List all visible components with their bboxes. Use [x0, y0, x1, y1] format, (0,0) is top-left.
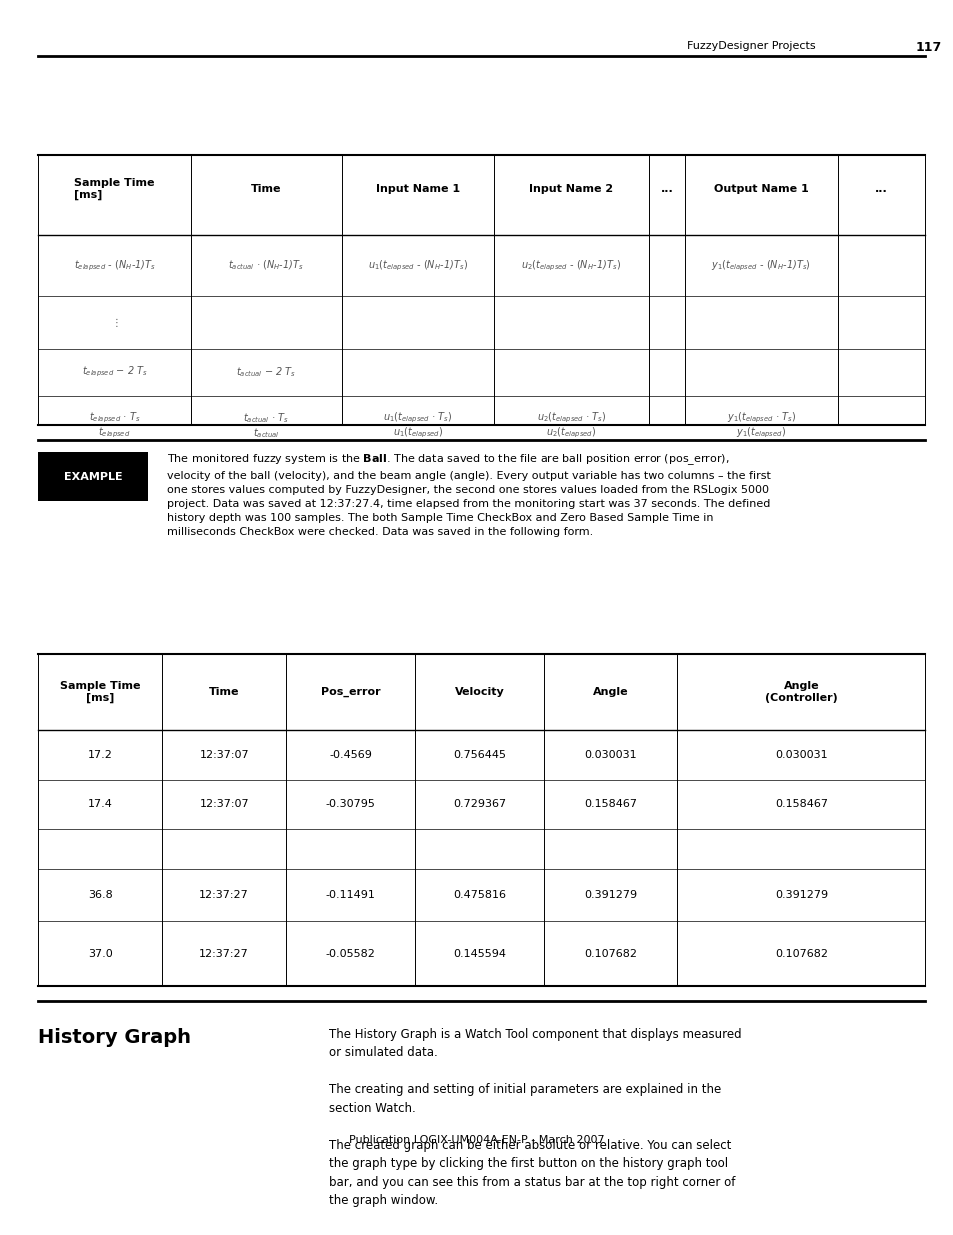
Text: Input Name 1: Input Name 1 — [375, 184, 459, 194]
Text: 12:37:07: 12:37:07 — [199, 799, 249, 809]
Text: Sample Time
[ms]: Sample Time [ms] — [74, 178, 154, 200]
Text: EXAMPLE: EXAMPLE — [64, 472, 122, 482]
Text: ...: ... — [874, 184, 887, 194]
Text: 0.145594: 0.145594 — [453, 948, 505, 958]
Text: $t_{elapsed}$ $-$ 2 $T_s$: $t_{elapsed}$ $-$ 2 $T_s$ — [82, 366, 147, 379]
Text: $u_1(t_{elapsed})$: $u_1(t_{elapsed})$ — [393, 426, 442, 440]
Text: 0.756445: 0.756445 — [453, 750, 505, 760]
Text: Velocity: Velocity — [454, 688, 504, 698]
Text: History Graph: History Graph — [38, 1028, 191, 1046]
Text: Publication LOGIX-UM004A-EN-P - March 2007: Publication LOGIX-UM004A-EN-P - March 20… — [349, 1135, 604, 1145]
Text: The History Graph is a Watch Tool component that displays measured
or simulated : The History Graph is a Watch Tool compon… — [329, 1028, 741, 1207]
Text: 12:37:27: 12:37:27 — [199, 890, 249, 900]
Text: $u_2(t_{elapsed}$ - $(N_H$-1)$T_s)$: $u_2(t_{elapsed}$ - $(N_H$-1)$T_s)$ — [521, 258, 620, 273]
Text: 0.030031: 0.030031 — [583, 750, 637, 760]
Text: $u_2(t_{elapsed})$: $u_2(t_{elapsed})$ — [546, 426, 596, 440]
Text: 36.8: 36.8 — [88, 890, 112, 900]
Text: Sample Time
[ms]: Sample Time [ms] — [60, 682, 140, 703]
Text: $\vdots$: $\vdots$ — [111, 316, 118, 329]
Text: $y_1(t_{elapsed})$: $y_1(t_{elapsed})$ — [736, 426, 785, 440]
Text: $t_{actual}$ · $T_s$: $t_{actual}$ · $T_s$ — [243, 411, 289, 425]
Text: Pos_error: Pos_error — [320, 687, 380, 698]
Text: ...: ... — [659, 184, 673, 194]
FancyBboxPatch shape — [38, 452, 148, 501]
Text: 12:37:07: 12:37:07 — [199, 750, 249, 760]
Text: $u_2(t_{elapsed}$ · $T_s)$: $u_2(t_{elapsed}$ · $T_s)$ — [537, 411, 605, 425]
Text: $t_{elapsed}$ - $(N_H$-1)$T_s$: $t_{elapsed}$ - $(N_H$-1)$T_s$ — [73, 258, 155, 273]
Text: $y_1(t_{elapsed}$ - $(N_H$-1)$T_s)$: $y_1(t_{elapsed}$ - $(N_H$-1)$T_s)$ — [711, 258, 810, 273]
Text: $u_1(t_{elapsed}$ - $(N_H$-1)$T_s)$: $u_1(t_{elapsed}$ - $(N_H$-1)$T_s)$ — [368, 258, 467, 273]
Text: 0.030031: 0.030031 — [774, 750, 827, 760]
Text: 117: 117 — [915, 41, 942, 54]
Text: 0.475816: 0.475816 — [453, 890, 505, 900]
Text: FuzzyDesigner Projects: FuzzyDesigner Projects — [686, 41, 815, 51]
Text: $y_1(t_{elapsed}$ · $T_s)$: $y_1(t_{elapsed}$ · $T_s)$ — [726, 411, 795, 425]
Text: $t_{actual}$: $t_{actual}$ — [253, 426, 279, 440]
Text: 37.0: 37.0 — [88, 948, 112, 958]
Text: Time: Time — [209, 688, 239, 698]
Text: 0.391279: 0.391279 — [774, 890, 827, 900]
Text: 0.158467: 0.158467 — [583, 799, 637, 809]
Text: 17.2: 17.2 — [88, 750, 112, 760]
Text: Input Name 2: Input Name 2 — [529, 184, 613, 194]
Text: -0.30795: -0.30795 — [325, 799, 375, 809]
Text: $t_{elapsed}$ · $T_s$: $t_{elapsed}$ · $T_s$ — [89, 411, 140, 425]
Text: $u_1(t_{elapsed}$ · $T_s)$: $u_1(t_{elapsed}$ · $T_s)$ — [383, 411, 452, 425]
Text: 0.391279: 0.391279 — [583, 890, 637, 900]
Text: Angle: Angle — [592, 688, 628, 698]
Text: 0.107682: 0.107682 — [774, 948, 827, 958]
Text: $t_{actual}$ $-$ 2 $T_s$: $t_{actual}$ $-$ 2 $T_s$ — [235, 366, 296, 379]
Text: $t_{elapsed}$: $t_{elapsed}$ — [98, 426, 131, 440]
Text: 0.107682: 0.107682 — [583, 948, 637, 958]
Text: -0.4569: -0.4569 — [329, 750, 372, 760]
Text: -0.05582: -0.05582 — [325, 948, 375, 958]
Text: $t_{actual}$ · $(N_H$-1)$T_s$: $t_{actual}$ · $(N_H$-1)$T_s$ — [228, 258, 304, 272]
Text: 0.158467: 0.158467 — [774, 799, 827, 809]
Text: The monitored fuzzy system is the $\mathbf{Ball}$. The data saved to the file ar: The monitored fuzzy system is the $\math… — [167, 452, 770, 537]
Text: 12:37:27: 12:37:27 — [199, 948, 249, 958]
Text: 17.4: 17.4 — [88, 799, 112, 809]
Text: Time: Time — [251, 184, 281, 194]
Text: Angle
(Controller): Angle (Controller) — [764, 682, 837, 703]
Text: 0.729367: 0.729367 — [453, 799, 505, 809]
Text: -0.11491: -0.11491 — [325, 890, 375, 900]
Text: Output Name 1: Output Name 1 — [713, 184, 808, 194]
